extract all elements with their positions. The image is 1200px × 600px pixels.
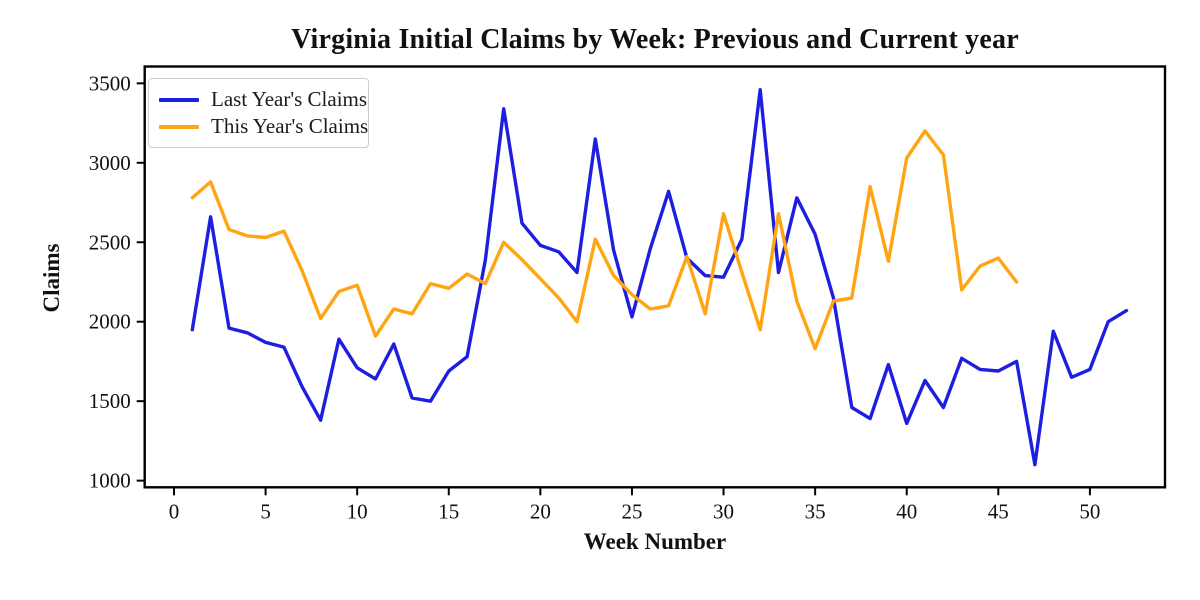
legend-label-last-year: Last Year's Claims — [211, 87, 368, 111]
x-tick-label: 15 — [438, 499, 459, 523]
legend-item-last-year: Last Year's Claims — [159, 86, 367, 113]
y-tick-label: 2000 — [89, 310, 131, 334]
x-tick-label: 0 — [169, 499, 180, 523]
x-axis-label: Week Number — [583, 529, 727, 554]
x-tick-label: 35 — [805, 499, 826, 523]
legend: Last Year's Claims This Year's Claims — [148, 78, 369, 148]
x-tick-label: 5 — [260, 499, 271, 523]
x-tick-label: 20 — [530, 499, 551, 523]
last-year-line-swatch — [159, 97, 199, 102]
y-tick-label: 2500 — [89, 230, 131, 254]
y-tick-label: 3000 — [89, 151, 131, 175]
y-tick-label: 1500 — [89, 389, 131, 413]
x-tick-label: 30 — [713, 499, 734, 523]
this-year-claims-line — [190, 129, 1019, 351]
x-tick-label: 10 — [347, 499, 368, 523]
y-tick-label: 3500 — [89, 71, 131, 95]
chart-title: Virginia Initial Claims by Week: Previou… — [291, 24, 1019, 55]
axes-frame — [143, 65, 1167, 489]
x-tick-label: 40 — [896, 499, 917, 523]
y-axis-label: Claims — [39, 243, 64, 313]
legend-item-this-year: This Year's Claims — [159, 113, 368, 140]
y-tick-label: 1000 — [89, 469, 131, 493]
x-tick-label: 25 — [621, 499, 642, 523]
legend-label-this-year: This Year's Claims — [211, 114, 369, 138]
x-tick-label: 45 — [988, 499, 1009, 523]
this-year-line-swatch — [159, 124, 199, 129]
last-year-claims-line — [190, 87, 1129, 467]
x-tick-label: 50 — [1079, 499, 1100, 523]
